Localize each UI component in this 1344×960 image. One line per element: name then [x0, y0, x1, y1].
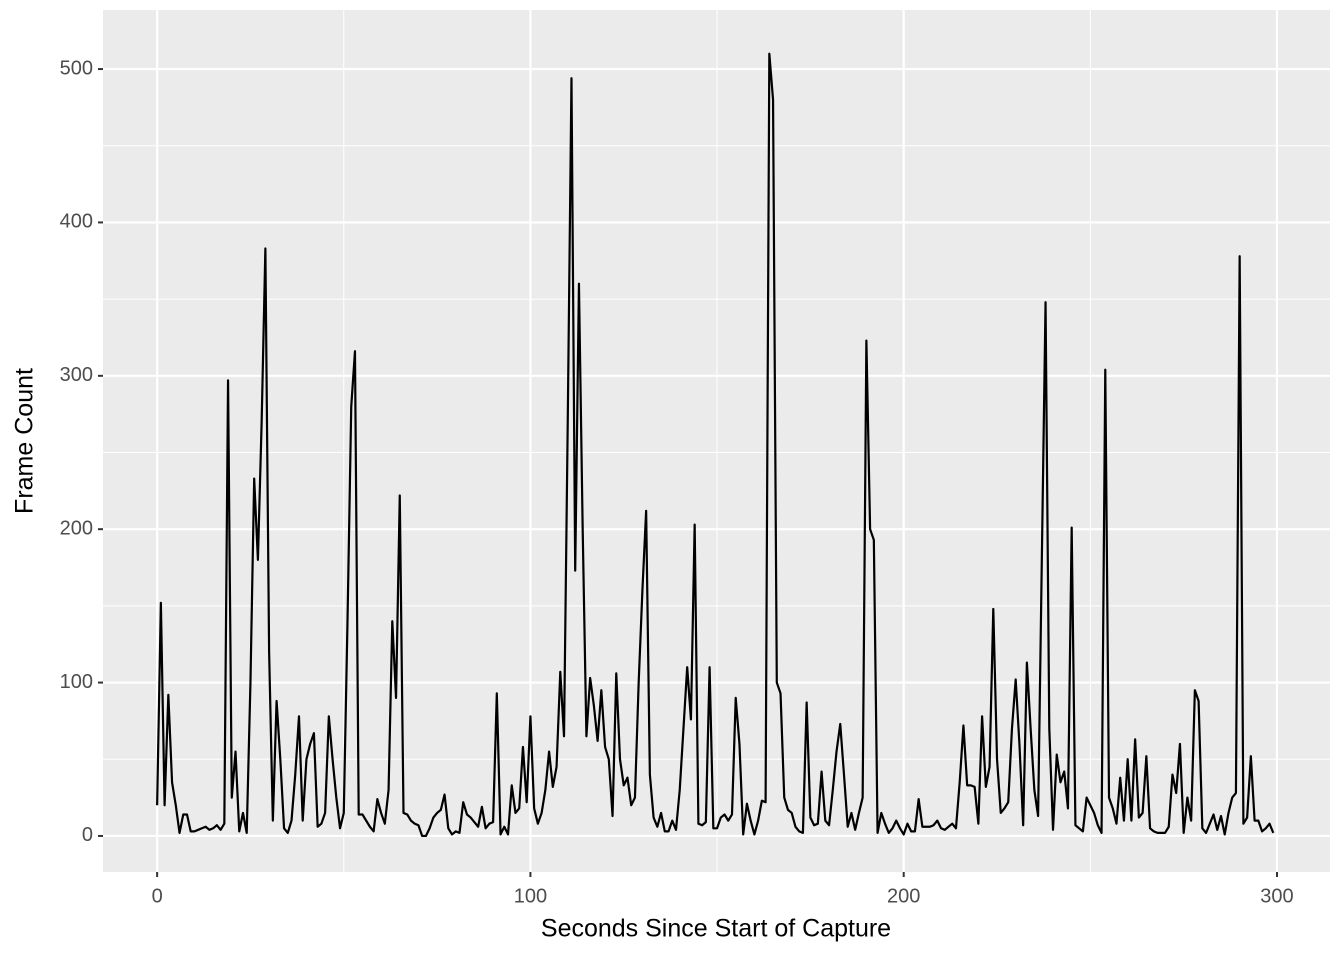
data-line: [156, 52, 1275, 838]
x-tick-label: 0: [152, 885, 163, 907]
x-tick-label: 100: [514, 885, 547, 907]
x-tick-label: 200: [887, 885, 920, 907]
panel: [103, 10, 1330, 872]
y-tick-label: 300: [60, 364, 93, 386]
x-axis-title: Seconds Since Start of Capture: [541, 915, 891, 943]
y-tick-label: 0: [82, 824, 93, 846]
y-tick-label: 500: [60, 57, 93, 79]
y-tick-label: 200: [60, 517, 93, 539]
y-tick-label: 100: [60, 671, 93, 693]
y-tick-label: 400: [60, 211, 93, 233]
y-axis-title: Frame Count: [11, 368, 39, 514]
x-tick-label: 300: [1260, 885, 1293, 907]
